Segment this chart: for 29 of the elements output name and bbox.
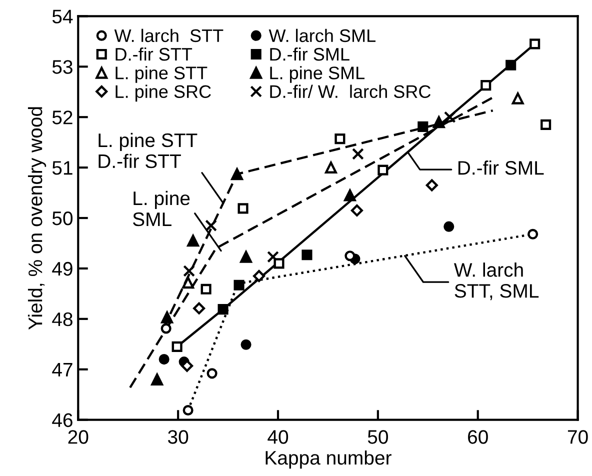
legend-label: D.-fir/ W. larch SRC	[270, 84, 431, 98]
legend-label: L. pine SRC	[116, 84, 211, 102]
annotation: W. larch STT, SML	[454, 262, 539, 300]
y-tick-label: 47	[52, 363, 72, 376]
y-tick-label: 50	[52, 211, 73, 226]
x-tick-label: 40	[268, 430, 288, 444]
x-tick-label: 20	[68, 430, 88, 444]
y-tick-label: 54	[52, 10, 73, 24]
legend-label: D.-fir SML	[270, 47, 350, 61]
legend-label: W. larch SML	[268, 28, 376, 42]
x-tick-label: 50	[368, 430, 388, 444]
legend-label: D.-fir STT	[116, 47, 192, 61]
legend-label: L. pine SML	[270, 66, 364, 83]
y-axis-title: Yield, % on ovendry wood	[28, 107, 46, 330]
x-tick-label: 30	[168, 430, 188, 444]
y-tick-label: 49	[52, 262, 72, 276]
y-tick-label: 48	[52, 312, 72, 326]
x-tick-label: 70	[568, 430, 588, 444]
x-axis-title: Kappa number	[266, 450, 392, 469]
y-tick-label: 52	[52, 110, 72, 124]
y-tick-label: 46	[52, 413, 72, 428]
y-tick-label: 53	[52, 60, 72, 74]
y-tick-label: 51	[52, 161, 72, 175]
annotation: D.-fir SML	[458, 160, 544, 175]
legend-label: L. pine STT	[116, 66, 208, 83]
x-tick-label: 60	[468, 430, 488, 444]
annotation: L. pine SML	[132, 190, 190, 226]
legend-label: W. larch STT	[114, 28, 224, 42]
annotation: L. pine STT D.-fir STT	[98, 132, 198, 168]
